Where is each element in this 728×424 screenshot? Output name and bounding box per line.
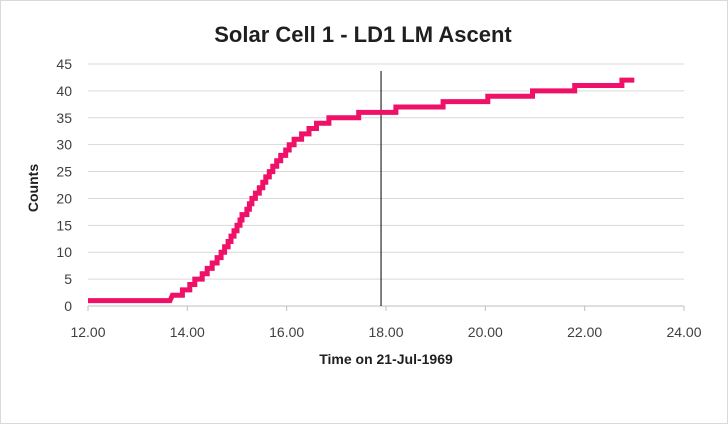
y-tick-label: 15 <box>56 217 72 233</box>
y-axis-title: Counts <box>25 164 41 212</box>
x-tick-labels: 12.00 14.00 16.00 18.00 20.00 22.00 24.00 <box>70 306 702 340</box>
series-step-line <box>88 77 635 304</box>
x-tick-label: 22.00 <box>567 324 602 340</box>
x-tick-label: 24.00 <box>666 324 701 340</box>
y-tick-labels: 0 5 10 15 20 25 30 35 40 45 <box>56 56 72 314</box>
y-tick-label: 35 <box>56 110 72 126</box>
x-tick-label: 18.00 <box>368 324 403 340</box>
y-tick-label: 5 <box>64 271 72 287</box>
y-tick-label: 40 <box>56 83 72 99</box>
y-tick-label: 25 <box>56 164 72 180</box>
gridlines <box>88 63 684 280</box>
x-tick-label: 20.00 <box>468 324 503 340</box>
y-tick-label: 20 <box>56 190 72 206</box>
x-tick-label: 12.00 <box>70 324 105 340</box>
y-tick-label: 0 <box>64 298 72 314</box>
x-tick-label: 14.00 <box>170 324 205 340</box>
chart-title: Solar Cell 1 - LD1 LM Ascent <box>214 22 512 47</box>
x-axis-title: Time on 21-Jul-1969 <box>319 351 453 367</box>
y-tick-label: 30 <box>56 137 72 153</box>
x-tick-label: 16.00 <box>269 324 304 340</box>
y-tick-label: 45 <box>56 56 72 72</box>
y-tick-label: 10 <box>56 244 72 260</box>
